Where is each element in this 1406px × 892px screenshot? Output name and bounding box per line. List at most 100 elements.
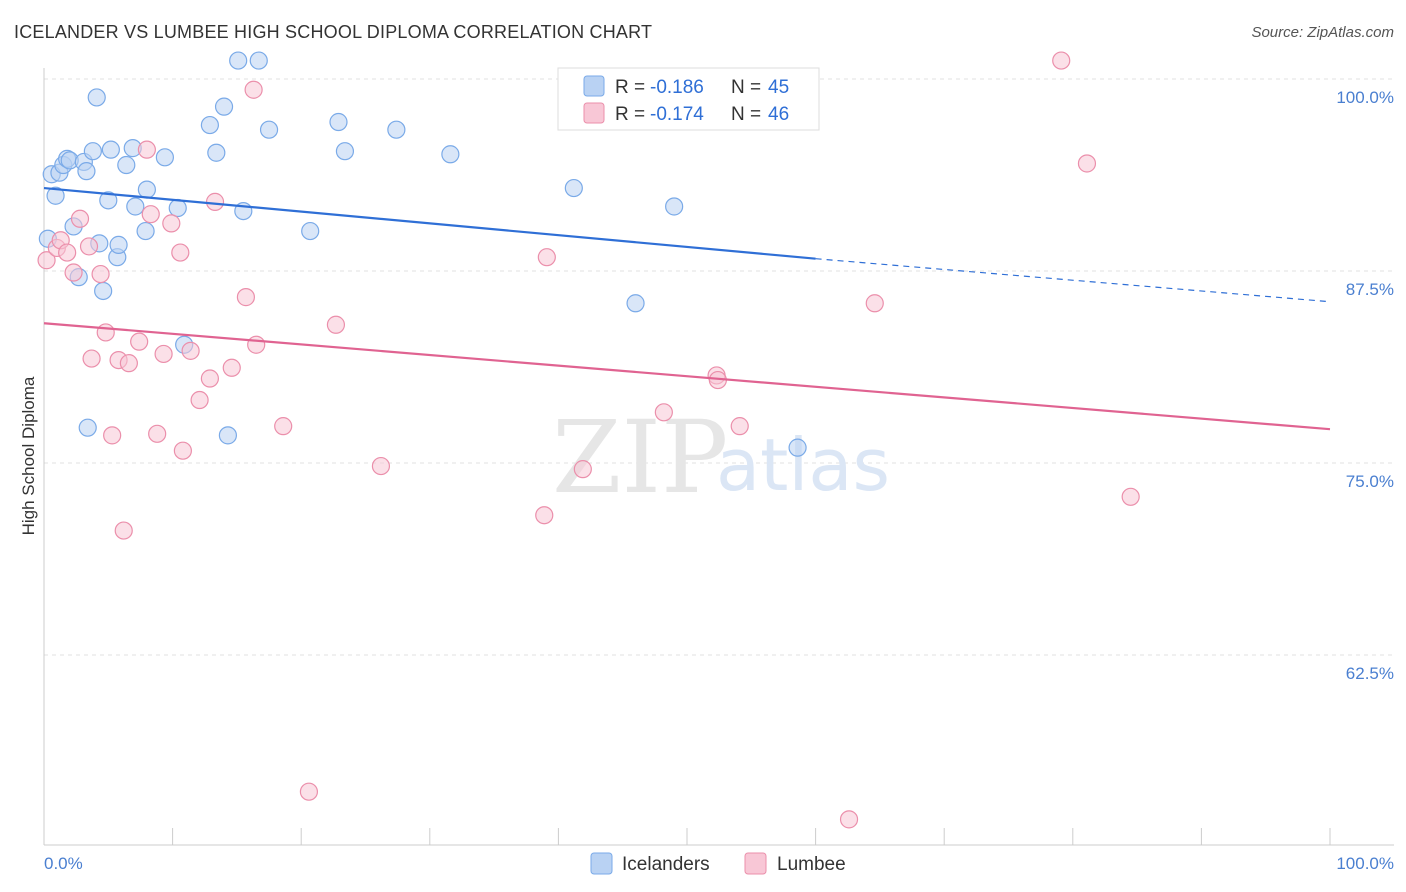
lumbee-point [371, 456, 391, 476]
lumbee-point [137, 140, 156, 159]
icelanders-point [101, 140, 120, 159]
icelanders-point [207, 143, 226, 162]
lumbee-point [181, 341, 200, 360]
lumbee-point [573, 460, 592, 479]
icelanders-point [788, 438, 807, 457]
legend-lumbee-r-value: -0.174 [650, 104, 704, 125]
lumbee-point [96, 323, 115, 342]
series-lumbee [37, 51, 1140, 829]
bottom-legend-icelanders: Icelanders [622, 854, 710, 875]
icelanders-point [94, 281, 113, 301]
lumbee-point [171, 243, 190, 262]
lumbee-point [535, 506, 554, 525]
icelanders-point [78, 418, 97, 437]
icelanders-point [155, 148, 174, 167]
lumbee-point [162, 214, 181, 233]
chart-source: Source: ZipAtlas.com [1251, 24, 1394, 41]
lumbee-point [1077, 154, 1097, 173]
y-tick-label: 87.5% [1346, 280, 1394, 299]
icelanders-point [137, 180, 156, 199]
legend-swatch-lumbee [583, 102, 605, 124]
lumbee-point [91, 264, 110, 284]
lumbee-point [537, 248, 556, 267]
x-ticks [43, 828, 1331, 845]
bottom-legend-swatch-lumbee [744, 852, 767, 875]
lumbee-point [1121, 487, 1140, 506]
lumbee-point [222, 358, 241, 377]
bottom-legend: Icelanders Lumbee [590, 852, 846, 875]
lumbee-point [64, 263, 83, 282]
lumbee-point [70, 209, 90, 228]
icelanders-point [335, 142, 355, 161]
lumbee-trend-line [43, 322, 1331, 431]
lumbee-point [205, 192, 225, 211]
icelanders-point [301, 221, 320, 241]
legend-icelanders-n-label: N = [731, 77, 761, 98]
legend-lumbee-r-label: R = [615, 104, 645, 125]
lumbee-point [173, 441, 192, 460]
lumbee-point [58, 243, 77, 262]
icelanders-point [83, 142, 102, 161]
icelanders-point [564, 178, 583, 198]
legend-box: R = -0.186 N = 45 R = -0.174 N = 46 [557, 67, 820, 131]
lumbee-point [130, 332, 149, 351]
legend-icelanders-r-value: -0.186 [650, 77, 704, 98]
lumbee-point [82, 349, 101, 368]
trend-lines [43, 186, 1331, 431]
series-icelanders [38, 51, 807, 457]
legend-icelanders-r-label: R = [615, 77, 645, 98]
y-tick-label: 100.0% [1336, 88, 1394, 107]
y-tick-labels: 100.0% 87.5% 75.0% 62.5% [1336, 88, 1394, 683]
lumbee-point [299, 782, 319, 801]
lumbee-point [119, 354, 138, 373]
icelanders-point [46, 186, 65, 205]
lumbee-point [79, 237, 99, 256]
bottom-legend-lumbee: Lumbee [777, 854, 846, 875]
icelanders-point [387, 120, 406, 139]
icelanders-point [441, 145, 460, 164]
legend-icelanders-n-value: 45 [768, 77, 789, 98]
icelanders-trend-line [43, 186, 816, 260]
bottom-legend-swatch-icelanders [590, 852, 613, 875]
lumbee-point [1052, 51, 1071, 70]
lumbee-point [247, 335, 266, 354]
icelanders-point [99, 191, 118, 210]
legend-swatch-icelanders [583, 75, 605, 97]
lumbee-point [190, 390, 209, 410]
icelanders-point [329, 112, 348, 132]
icelanders-point [136, 221, 155, 241]
icelanders-point [259, 120, 279, 139]
lumbee-point [236, 288, 256, 307]
x-tick-label-max: 100.0% [1336, 854, 1394, 873]
lumbee-point [148, 424, 167, 443]
icelanders-point [229, 51, 248, 70]
icelanders-point [665, 197, 684, 216]
watermark: ZIP atlas [552, 399, 890, 516]
icelanders-point [218, 426, 237, 445]
icelanders-point [117, 155, 136, 175]
icelanders-point [249, 51, 268, 70]
lumbee-point [114, 521, 133, 540]
icelanders-point [126, 197, 145, 216]
y-tick-label: 75.0% [1346, 472, 1394, 491]
lumbee-point [244, 80, 263, 99]
legend-lumbee-n-label: N = [731, 104, 761, 125]
watermark-zip: ZIP [552, 399, 728, 516]
chart-title: ICELANDER VS LUMBEE HIGH SCHOOL DIPLOMA … [14, 22, 653, 42]
lumbee-point [326, 315, 346, 334]
icelanders-point [626, 294, 645, 313]
lumbee-point [141, 205, 160, 224]
x-tick-label-min: 0.0% [44, 854, 83, 873]
icelanders-point [168, 198, 187, 218]
icelanders-trend-extension [815, 258, 1331, 303]
lumbee-point [37, 251, 56, 270]
lumbee-point [200, 369, 219, 388]
lumbee-point [865, 294, 884, 313]
lumbee-point [730, 417, 749, 436]
lumbee-point [154, 344, 173, 364]
icelanders-point [87, 88, 106, 107]
lumbee-point [839, 810, 859, 829]
lumbee-point [274, 417, 293, 436]
icelanders-point [77, 162, 96, 181]
